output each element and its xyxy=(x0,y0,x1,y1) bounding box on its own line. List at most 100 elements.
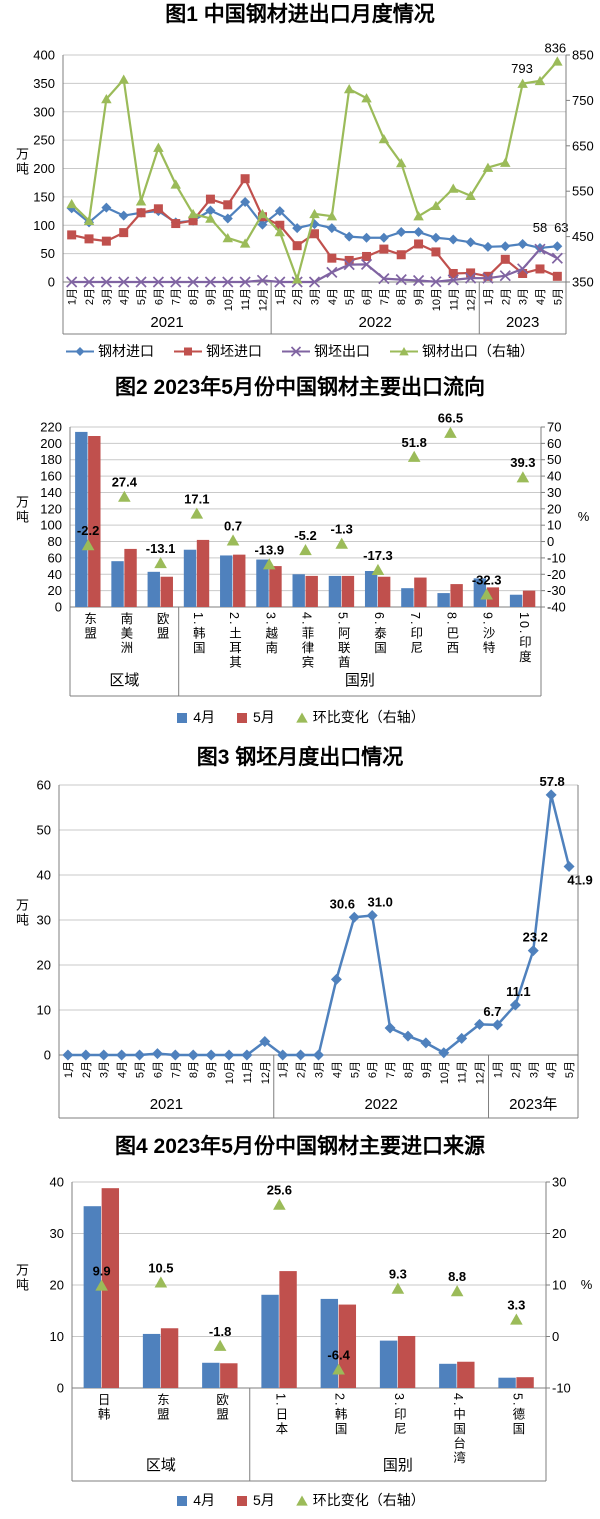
data-point-marker-钢坯出口 xyxy=(100,276,112,288)
data-point-marker-钢坯出口 xyxy=(295,1049,307,1061)
data-point-marker-环比变化（右轴） xyxy=(480,588,493,600)
data-point-marker-钢坯进口 xyxy=(518,268,528,278)
category-label: 1月 xyxy=(67,288,79,305)
data-point-marker-钢坯出口 xyxy=(447,274,459,286)
fig2-y-axis-title: 万吨 xyxy=(14,495,29,525)
left-axis-tick-label: 350 xyxy=(33,76,55,91)
data-point-marker-钢坯进口 xyxy=(240,174,250,184)
data-point-marker-钢材出口（右轴） xyxy=(257,208,268,219)
data-point-marker-钢坯出口 xyxy=(551,252,563,264)
data-point-marker-钢材进口 xyxy=(517,238,528,249)
right-axis-tick-label: 750 xyxy=(572,93,594,108)
data-point-marker-环比变化（右轴） xyxy=(273,1198,286,1210)
legend-label: 钢材出口（右轴） xyxy=(422,343,534,359)
category-label: 4月 xyxy=(546,1061,558,1078)
data-point-marker-钢坯进口 xyxy=(362,251,372,261)
left-axis-tick-label: 40 xyxy=(48,567,62,582)
data-point-marker-钢坯出口 xyxy=(259,1036,271,1047)
right-axis-tick-label: -20 xyxy=(547,567,566,582)
group-label: 2021 xyxy=(150,314,183,331)
left-axis-tick-label: 10 xyxy=(37,1003,51,1018)
data-point-marker-钢坯出口 xyxy=(378,272,390,285)
category-label: 9月 xyxy=(414,288,426,305)
data-point-marker-钢坯出口 xyxy=(274,276,286,288)
data-point-marker-钢坯进口 xyxy=(292,241,302,251)
fig2-canvas: 020406080100120140160180200220-40-30-20-… xyxy=(40,411,566,697)
bar-5月 xyxy=(486,587,500,607)
category-label: 3月 xyxy=(99,1061,111,1078)
data-point-marker-钢坯出口 xyxy=(402,1030,414,1042)
legend-label: 钢材进口 xyxy=(98,343,154,359)
data-point-marker-钢坯出口 xyxy=(412,274,425,287)
category-label: 南美洲 xyxy=(118,612,133,656)
bar-5月 xyxy=(160,1328,179,1388)
data-point-marker-钢坯进口 xyxy=(535,264,545,274)
group-label: 2021 xyxy=(150,1096,183,1113)
legend-marker xyxy=(399,346,409,355)
category-label: 8月 xyxy=(188,288,200,305)
legend-x-icon xyxy=(282,345,310,357)
figure-3-title: 图3 钢坯月度出口情况 xyxy=(196,746,404,769)
group-label: 2022 xyxy=(364,1096,397,1113)
legend-item-5月: 5月 xyxy=(235,1490,275,1510)
category-label: 1.日本 xyxy=(273,1393,288,1437)
category-label: 8月 xyxy=(403,1061,415,1078)
data-point-marker-钢坯进口 xyxy=(136,208,146,218)
category-label: 5月 xyxy=(135,1061,147,1078)
data-point-marker-环比变化（右轴） xyxy=(299,544,312,556)
category-label: 8月 xyxy=(188,1061,200,1078)
data-label: -2.2 xyxy=(77,523,99,538)
category-label: 6月 xyxy=(153,288,165,305)
legend-square-icon xyxy=(237,1495,247,1506)
category-label: 2月 xyxy=(84,288,96,305)
data-point-marker-钢材出口（右轴） xyxy=(448,183,459,193)
data-point-marker-钢坯出口 xyxy=(348,911,360,923)
legend-label: 钢坯进口 xyxy=(206,343,262,359)
right-axis-tick-label: 40 xyxy=(547,469,561,484)
category-label: 东盟 xyxy=(154,1393,169,1422)
data-point-marker-钢材出口（右轴） xyxy=(222,232,234,243)
data-label: 9.3 xyxy=(389,1267,407,1282)
data-point-marker-钢材进口 xyxy=(101,202,112,213)
right-axis-tick-label: -10 xyxy=(547,550,566,565)
data-point-marker-钢坯出口 xyxy=(384,1022,396,1034)
data-point-marker-钢材出口（右轴） xyxy=(395,158,407,168)
bar-5月 xyxy=(397,1335,416,1388)
data-point-marker-钢材出口（右轴） xyxy=(274,227,286,237)
data-point-marker-钢坯进口 xyxy=(327,253,337,263)
data-point-marker-钢坯出口 xyxy=(474,1018,486,1030)
data-point-marker-钢坯进口 xyxy=(84,234,94,244)
fig3-y-axis-title: 万吨 xyxy=(14,898,29,928)
left-axis-tick-label: 220 xyxy=(40,420,62,435)
bar-5月 xyxy=(220,1363,238,1388)
data-label: 27.4 xyxy=(112,475,138,490)
data-label: 63 xyxy=(554,220,568,235)
fig4-legend: 4月 5月 环比变化（右轴） xyxy=(0,1490,600,1510)
data-point-marker-环比变化（右轴） xyxy=(154,1276,168,1288)
category-label: 1月 xyxy=(275,288,287,305)
category-label: 6月 xyxy=(367,1061,379,1078)
data-point-marker-钢坯出口 xyxy=(308,276,321,288)
data-point-marker-钢坯出口 xyxy=(66,276,78,288)
right-axis-tick-label: 20 xyxy=(552,1226,566,1241)
legend-swatch xyxy=(177,712,188,723)
category-label: 2月 xyxy=(500,288,512,305)
bar-4月 xyxy=(498,1377,516,1388)
left-axis-tick-label: 30 xyxy=(37,913,51,928)
data-point-marker-钢坯出口 xyxy=(326,266,338,278)
data-point-marker-钢材出口（右轴） xyxy=(239,238,251,248)
bar-4月 xyxy=(220,555,233,607)
data-point-marker-钢坯进口 xyxy=(379,244,389,254)
category-label: 1月 xyxy=(63,1061,75,1078)
bar-4月 xyxy=(183,549,197,607)
group-label: 区域 xyxy=(109,672,139,689)
data-point-marker-钢坯出口 xyxy=(135,276,147,288)
left-axis-tick-label: 180 xyxy=(40,452,62,467)
left-axis-tick-label: 0 xyxy=(48,275,55,290)
legend-square-icon xyxy=(237,712,247,723)
legend-marker xyxy=(296,1495,308,1506)
category-label: 3.越南 xyxy=(263,612,278,656)
data-point-marker-钢坯出口 xyxy=(509,999,521,1011)
category-label: 3.印尼 xyxy=(391,1393,406,1437)
legend-item-钢坯出口: 钢坯出口 xyxy=(282,341,370,361)
